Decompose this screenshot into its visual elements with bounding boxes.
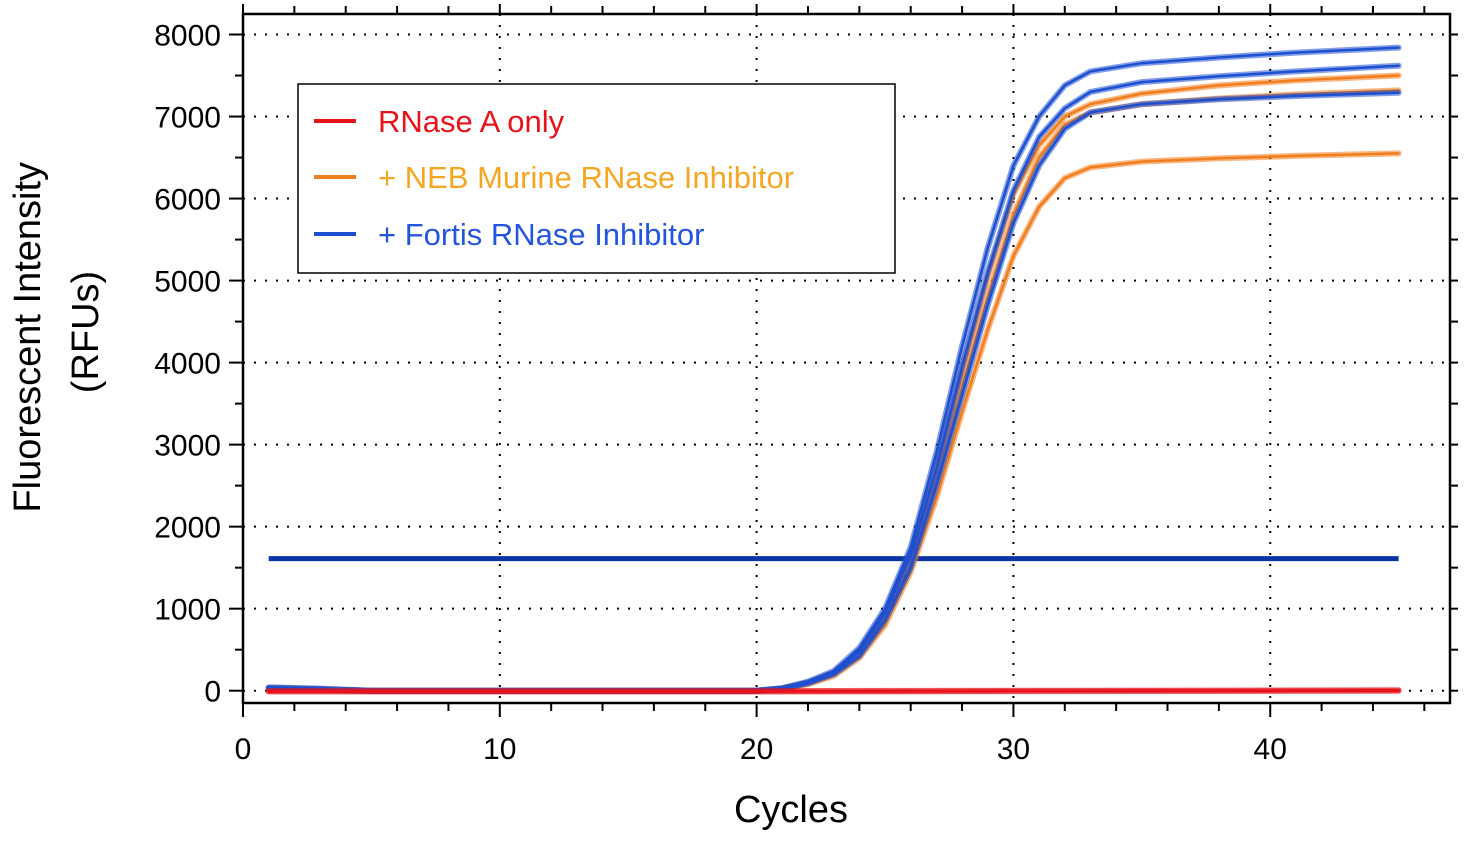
y-axis-title-line-1: Fluorescent Intensity [7,162,49,513]
x-tick-label: 40 [1254,733,1287,766]
y-tick-label: 2000 [154,512,221,545]
x-tick-label: 10 [483,733,516,766]
y-tick-label: 1000 [154,594,221,627]
y-tick-label: 3000 [154,430,221,463]
y-axis-title: Fluorescent Intensity (RFUs) [7,151,107,512]
x-tick-label: 20 [740,733,773,766]
y-tick-label: 5000 [154,266,221,299]
y-tick-label: 8000 [154,20,221,53]
legend: RNase A only + NEB Murine RNase Inhibito… [297,83,896,274]
y-tick-label: 6000 [154,184,221,217]
legend-label-rnase-a: RNase A only [378,104,565,139]
x-tick-label: 30 [997,733,1030,766]
x-tick-label: 0 [235,733,252,766]
legend-label-neb: + NEB Murine RNase Inhibitor [378,160,794,195]
y-tick-label: 4000 [154,348,221,381]
axis-ticks: 0 10 20 30 40 0 1000 2000 3000 4000 5000 6000 7000 80… [154,4,1458,766]
y-axis-title-line-2: (RFUs) [65,271,107,393]
legend-label-fortis: + Fortis RNase Inhibitor [378,217,704,252]
series-line-0-1 [267,689,1400,693]
series-group [265,44,1402,695]
x-axis-title: Cycles [734,789,848,831]
y-tick-label: 7000 [154,102,221,135]
plot-frame [241,12,1452,705]
y-tick-label: 0 [204,676,221,709]
legend-box [297,83,896,274]
